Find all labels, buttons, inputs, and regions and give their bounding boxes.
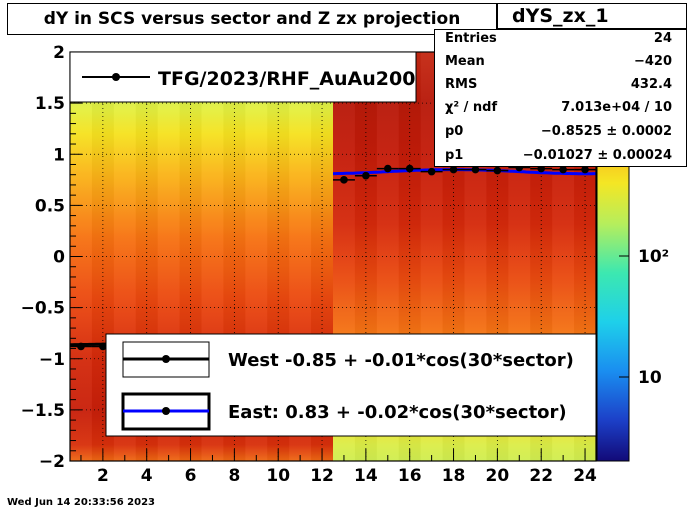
- east-data-point: [427, 167, 436, 176]
- stats-value: 432.4: [630, 77, 672, 92]
- histogram-name: dYS_zx_1: [497, 3, 687, 29]
- legend-top-label: TFG/2023/RHF_AuAu200: [158, 68, 415, 90]
- histogram-name-text: dYS_zx_1: [512, 5, 609, 27]
- y-tick-label: −2: [39, 452, 65, 472]
- stats-value: 24: [653, 31, 672, 46]
- west-data-point: [77, 342, 85, 351]
- y-tick-label: 1: [53, 145, 65, 165]
- legend-west-marker: [162, 355, 170, 363]
- stats-row-rms: RMS 432.4: [445, 77, 672, 92]
- stats-label: p0: [445, 124, 464, 139]
- stats-value: −0.01027 ± 0.00024: [522, 148, 672, 163]
- legend-top-marker: [112, 73, 120, 81]
- legend-east-marker: [162, 407, 170, 415]
- legend-east-label: East: 0.83 + -0.02*cos(30*sector): [228, 402, 567, 423]
- stats-label: Entries: [445, 31, 497, 46]
- x-tick-label: 22: [529, 466, 553, 486]
- stats-row-entries: Entries 24: [445, 31, 672, 46]
- x-tick-label: 18: [442, 466, 466, 486]
- east-data-point: [559, 165, 567, 174]
- west-data-point: [99, 342, 107, 351]
- y-tick-label: 1.5: [35, 94, 65, 114]
- stats-value: −420: [633, 54, 672, 69]
- y-tick-label: −1: [39, 350, 65, 370]
- x-tick-label: 4: [141, 466, 153, 486]
- east-data-point: [340, 176, 348, 184]
- x-tick-label: 6: [185, 466, 197, 486]
- z-tick-label: 10²: [638, 247, 669, 267]
- plot-title: dY in SCS versus sector and Z zx project…: [7, 3, 497, 35]
- x-tick-label: 14: [354, 466, 378, 486]
- x-tick-label: 10: [266, 466, 290, 486]
- timestamp: Wed Jun 14 20:33:56 2023: [7, 497, 155, 508]
- x-tick-label: 12: [310, 466, 334, 486]
- x-tick-label: 8: [228, 466, 240, 486]
- stats-value: 7.013e+04 / 10: [561, 100, 672, 115]
- stats-label: Mean: [445, 54, 485, 69]
- stats-row-mean: Mean −420: [445, 54, 672, 69]
- legend-west-label: West -0.85 + -0.01*cos(30*sector): [228, 350, 574, 371]
- x-tick-label: 20: [486, 466, 510, 486]
- x-tick-label: 24: [573, 466, 597, 486]
- y-tick-label: −1.5: [21, 401, 65, 421]
- z-tick-label: 10: [638, 368, 662, 388]
- east-data-point: [471, 165, 480, 174]
- east-data-point: [581, 165, 589, 174]
- y-tick-label: 2: [53, 43, 65, 63]
- east-data-point: [362, 171, 370, 180]
- stats-label: RMS: [445, 77, 478, 92]
- x-tick-label: 16: [398, 466, 422, 486]
- plot-title-text: dY in SCS versus sector and Z zx project…: [43, 9, 461, 29]
- east-data-point: [493, 166, 502, 175]
- y-tick-label: −0.5: [21, 299, 65, 319]
- east-data-point: [449, 165, 458, 174]
- y-tick-label: 0.5: [35, 196, 65, 216]
- stats-value: −0.8525 ± 0.0002: [540, 124, 672, 139]
- stats-row-p1: p1 −0.01027 ± 0.00024: [445, 148, 672, 163]
- stats-box: Entries 24 Mean −420 RMS 432.4 χ² / ndf 7.01…: [434, 29, 687, 167]
- stats-row-p0: p0 −0.8525 ± 0.0002: [445, 124, 672, 139]
- stats-label: p1: [445, 148, 464, 163]
- stats-label: χ² / ndf: [445, 100, 498, 115]
- stats-row-chi2: χ² / ndf 7.013e+04 / 10: [445, 100, 672, 115]
- y-tick-label: 0: [53, 248, 65, 268]
- east-data-point: [405, 164, 414, 173]
- east-data-point: [383, 164, 392, 173]
- x-tick-label: 2: [97, 466, 109, 486]
